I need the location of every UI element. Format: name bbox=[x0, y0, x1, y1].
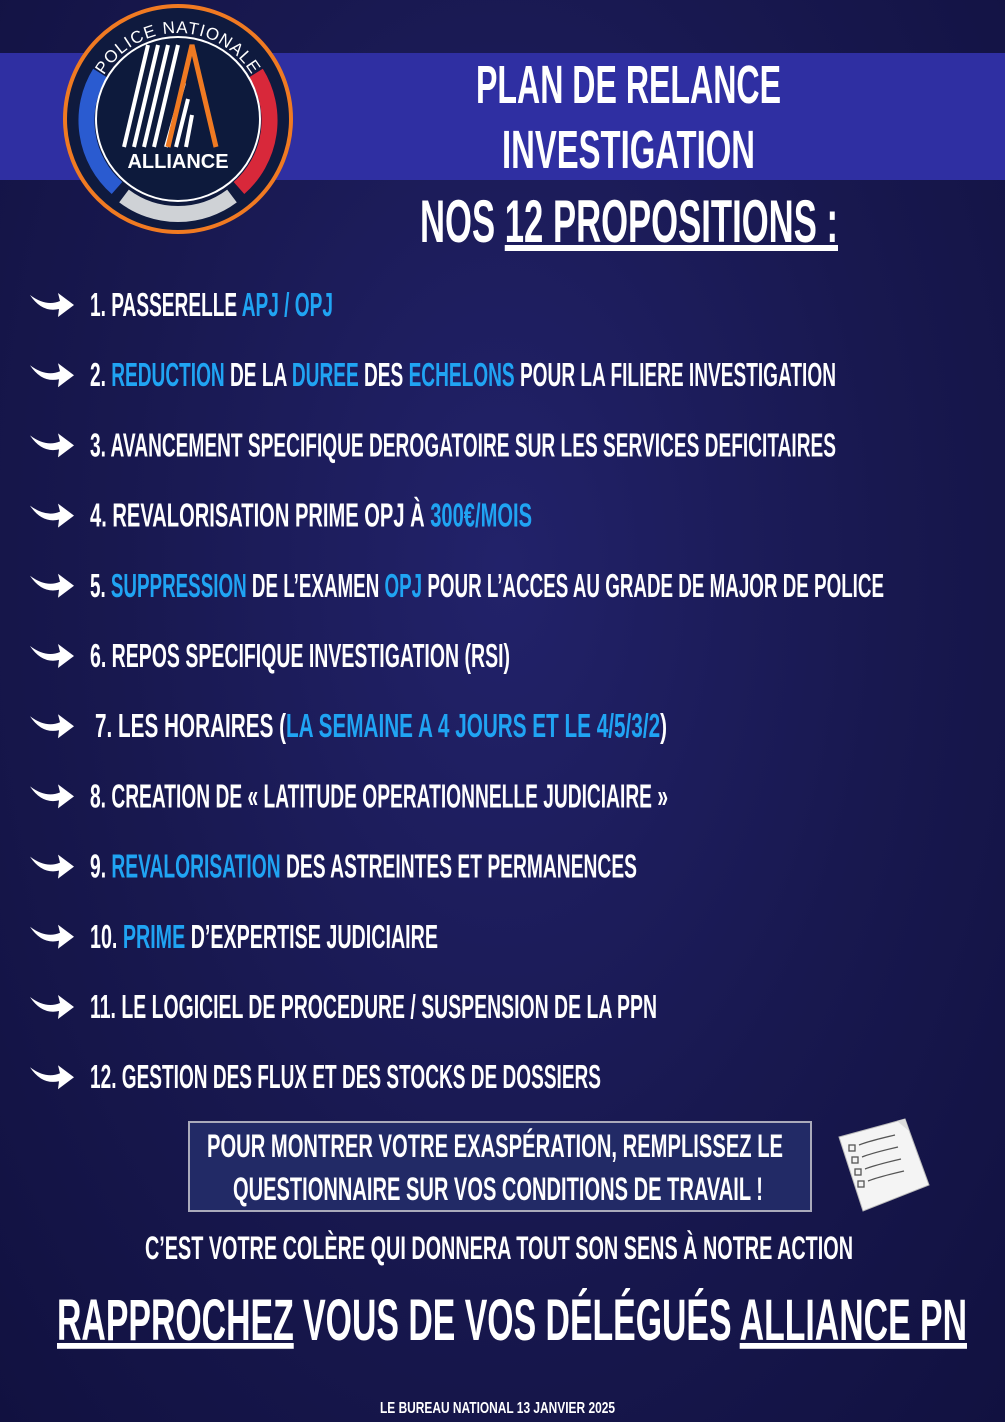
alliance-logo: ALLIANCE POLICE NATIONALE bbox=[63, 4, 293, 234]
title-propositions: NOS 12 PROPOSITIONS : bbox=[420, 188, 838, 255]
curved-arrow-icon bbox=[30, 854, 74, 879]
footer-signature: LE BUREAU NATIONAL 13 JANVIER 2025 bbox=[380, 1400, 615, 1417]
item-text: 5. bbox=[90, 567, 111, 604]
curved-arrow-icon bbox=[30, 293, 74, 317]
curved-arrow-icon bbox=[30, 714, 74, 739]
questionnaire-paper-icon bbox=[838, 1118, 930, 1212]
item-text: 12. GESTION DES FLUX ET DES STOCKS DE DO… bbox=[90, 1058, 601, 1095]
curved-arrow-icon bbox=[30, 433, 74, 458]
item-text: DE L’EXAMEN bbox=[247, 567, 385, 604]
curved-arrow-icon bbox=[30, 363, 74, 388]
cta-contact-delegates: RAPPROCHEZ VOUS DE VOS DÉLÉGUÉS ALLIANCE… bbox=[57, 1288, 967, 1353]
title-line-1: PLAN DE RELANCE bbox=[476, 55, 781, 115]
curved-arrow-icon bbox=[30, 995, 74, 1019]
proposition-item: 9. REVALORISATION DES ASTREINTES ET PERM… bbox=[90, 848, 637, 885]
item-text: 9. bbox=[90, 848, 111, 885]
curved-arrow-icon bbox=[30, 924, 74, 949]
item-text: 6. REPOS SPECIFIQUE INVESTIGATION (RSI) bbox=[90, 637, 510, 674]
tagline: C’EST VOTRE COLÈRE QUI DONNERA TOUT SON … bbox=[145, 1230, 853, 1266]
item-text: 10. bbox=[90, 918, 123, 955]
proposition-item: 12. GESTION DES FLUX ET DES STOCKS DE DO… bbox=[90, 1058, 601, 1095]
item-text: 4. REVALORISATION PRIME OPJ À bbox=[90, 497, 430, 534]
highlighted-text: OPJ bbox=[385, 567, 423, 604]
item-text: 7. LES HORAIRES ( bbox=[95, 707, 286, 744]
proposition-item: 7. LES HORAIRES (LA SEMAINE A 4 JOURS ET… bbox=[95, 707, 667, 744]
proposition-item: 11. LE LOGICIEL DE PROCEDURE / SUSPENSIO… bbox=[90, 988, 657, 1025]
item-text: 1. PASSERELLE bbox=[90, 286, 242, 323]
questionnaire-callout[interactable] bbox=[188, 1121, 812, 1212]
callout-line-2: QUESTIONNAIRE SUR VOS CONDITIONS DE TRAV… bbox=[233, 1171, 763, 1207]
curved-arrow-icon bbox=[30, 784, 74, 809]
item-text: POUR L’ACCES AU GRADE DE MAJOR DE POLICE bbox=[422, 567, 884, 604]
item-text: 8. CREATION DE « LATITUDE OPERATIONNELLE… bbox=[90, 777, 668, 814]
highlighted-text: APJ / OPJ bbox=[242, 286, 333, 323]
callout-line-1: POUR MONTRER VOTRE EXASPÉRATION, REMPLIS… bbox=[207, 1128, 783, 1164]
proposition-item: 4. REVALORISATION PRIME OPJ À 300€/MOIS bbox=[90, 497, 532, 534]
highlighted-text: ECHELONS bbox=[409, 356, 515, 393]
highlighted-text: PRIME bbox=[123, 918, 185, 955]
highlighted-text: 300€/MOIS bbox=[430, 497, 532, 534]
logo-name: ALLIANCE bbox=[127, 151, 228, 173]
proposition-item: 3. AVANCEMENT SPECIFIQUE DEROGATOIRE SUR… bbox=[90, 426, 836, 463]
highlighted-text: SUPPRESSION bbox=[111, 567, 247, 604]
proposition-item: 10. PRIME D’EXPERTISE JUDICIAIRE bbox=[90, 918, 438, 955]
item-text: 3. AVANCEMENT SPECIFIQUE DEROGATOIRE SUR… bbox=[90, 426, 836, 463]
proposition-item: 6. REPOS SPECIFIQUE INVESTIGATION (RSI) bbox=[90, 637, 510, 674]
item-text: DE LA bbox=[225, 356, 292, 393]
proposition-item: 1. PASSERELLE APJ / OPJ bbox=[90, 286, 333, 323]
curved-arrow-icon bbox=[30, 573, 74, 598]
item-text: DES bbox=[359, 356, 409, 393]
proposition-item: 5. SUPPRESSION DE L’EXAMEN OPJ POUR L’AC… bbox=[90, 567, 884, 604]
item-text: 2. bbox=[90, 356, 111, 393]
highlighted-text: LA SEMAINE A 4 JOURS ET LE 4/5/3/2 bbox=[286, 707, 660, 744]
proposition-item: 8. CREATION DE « LATITUDE OPERATIONNELLE… bbox=[90, 777, 668, 814]
curved-arrow-icon bbox=[30, 644, 74, 668]
proposition-item: 2. REDUCTION DE LA DUREE DES ECHELONS PO… bbox=[90, 356, 836, 393]
item-text: D’EXPERTISE JUDICIAIRE bbox=[185, 918, 438, 955]
item-text: ) bbox=[660, 707, 667, 744]
highlighted-text: REVALORISATION bbox=[111, 848, 280, 885]
curved-arrow-icon bbox=[30, 503, 74, 528]
item-text: POUR LA FILIERE INVESTIGATION bbox=[515, 356, 836, 393]
item-text: DES ASTREINTES ET PERMANENCES bbox=[281, 848, 637, 885]
curved-arrow-icon bbox=[30, 1065, 74, 1090]
title-line-2: INVESTIGATION bbox=[502, 120, 755, 180]
item-text: 11. LE LOGICIEL DE PROCEDURE / SUSPENSIO… bbox=[90, 988, 657, 1025]
highlighted-text: DUREE bbox=[292, 356, 359, 393]
propositions-list: 1. PASSERELLE APJ / OPJ 2. REDUCTION DE L… bbox=[30, 286, 884, 1095]
highlighted-text: REDUCTION bbox=[111, 356, 224, 393]
